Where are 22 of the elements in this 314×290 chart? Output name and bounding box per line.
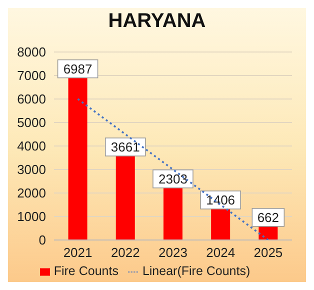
data-label: 1406 bbox=[206, 192, 236, 208]
y-tick-label: 1000 bbox=[17, 209, 46, 224]
chart-title: HARYANA bbox=[107, 9, 207, 34]
data-label: 2303 bbox=[158, 171, 188, 186]
legend-label: Linear(Fire Counts) bbox=[142, 264, 250, 278]
y-tick-label: 5000 bbox=[17, 115, 46, 130]
y-tick-label: 6000 bbox=[17, 92, 46, 107]
x-tick-label: 2022 bbox=[110, 245, 140, 260]
x-tick-label: 2024 bbox=[206, 245, 236, 260]
data-label: 662 bbox=[257, 210, 280, 225]
legend-label: Fire Counts bbox=[54, 264, 118, 278]
y-tick-label: 7000 bbox=[17, 68, 46, 84]
y-tick-label: 2000 bbox=[17, 186, 46, 201]
x-tick-label: 2025 bbox=[254, 245, 283, 260]
x-tick-label: 2023 bbox=[158, 245, 188, 260]
y-tick-label: 4000 bbox=[17, 138, 46, 154]
x-tick-label: 2021 bbox=[63, 245, 92, 260]
y-tick-label: 3000 bbox=[17, 162, 46, 178]
data-label: 6987 bbox=[63, 61, 92, 76]
y-tick-label: 0 bbox=[38, 232, 46, 248]
data-label: 3661 bbox=[110, 139, 140, 154]
y-tick-label: 8000 bbox=[17, 44, 46, 60]
